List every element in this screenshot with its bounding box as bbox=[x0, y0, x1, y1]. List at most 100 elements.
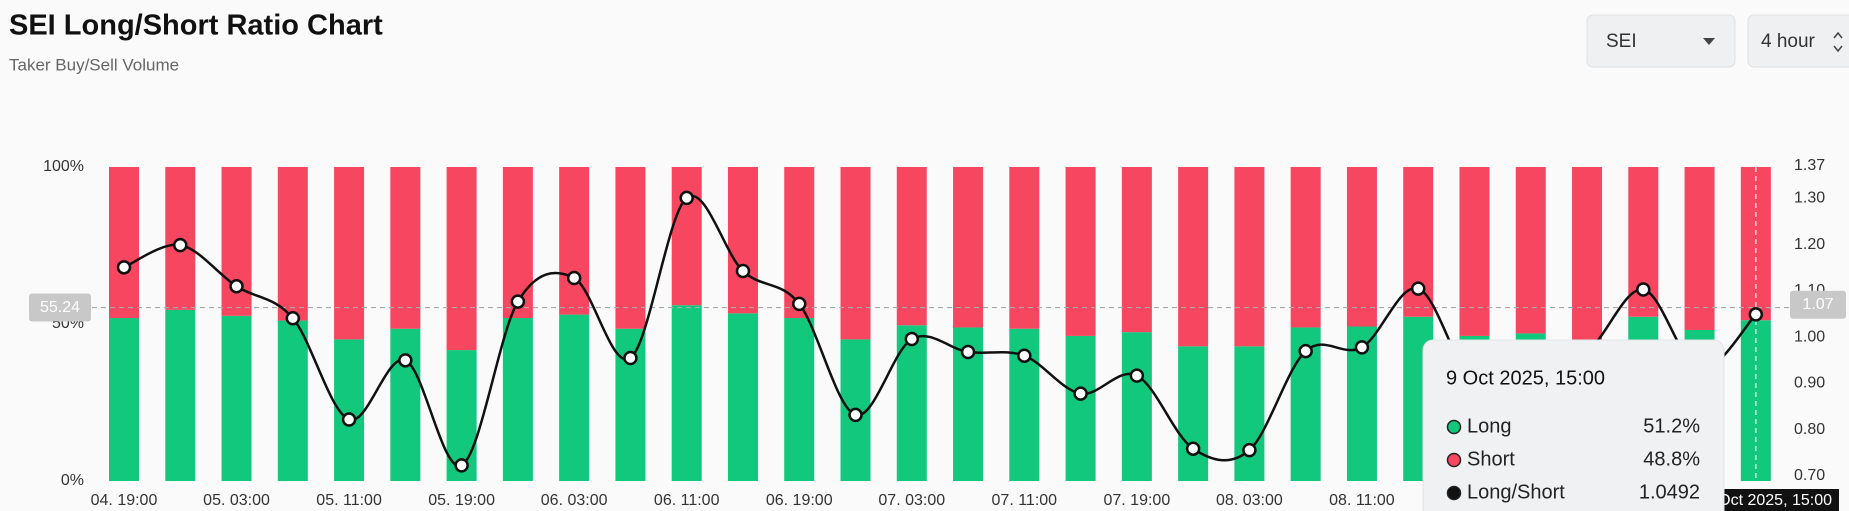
x-tick-label: 06. 19:00 bbox=[766, 492, 833, 509]
y2-tick-label: 1.37 bbox=[1794, 157, 1825, 174]
bar-segment bbox=[502, 318, 533, 481]
crosshair-x-badge bbox=[1722, 489, 1839, 511]
y2-tick-label: 0.80 bbox=[1794, 421, 1825, 438]
bar-segment bbox=[840, 167, 871, 340]
ratio-point bbox=[679, 190, 694, 206]
tooltip-box bbox=[1422, 339, 1725, 511]
chart-title: SEI Long/Short Ratio Chart bbox=[9, 10, 383, 42]
legend-label: Short bbox=[1467, 448, 1515, 470]
bar-segment bbox=[446, 167, 477, 351]
crosshair-x-label: 9 Oct 2025, 15:00 bbox=[1705, 492, 1832, 509]
ratio-point bbox=[341, 412, 357, 427]
bar-segment bbox=[671, 167, 702, 306]
bar-segment bbox=[1178, 167, 1209, 347]
tooltip: 9 Oct 2025, 15:00 Long 51.2% Short 48.8% Long… bbox=[1422, 339, 1725, 511]
ratio-point bbox=[1410, 281, 1426, 296]
x-tick-label: 06. 03:00 bbox=[541, 492, 608, 509]
y-tick-label: 0% bbox=[61, 472, 84, 489]
ratio-point bbox=[1017, 348, 1032, 363]
x-tick-label: 05. 11:00 bbox=[316, 492, 382, 509]
bar-segment bbox=[109, 167, 139, 319]
crosshair-y2-label: 1.07 bbox=[1802, 296, 1833, 313]
y2-tick-label: 1.00 bbox=[1794, 328, 1825, 345]
ratio-point bbox=[1242, 442, 1257, 458]
bar-segment bbox=[784, 167, 815, 319]
x-tick-label: 05. 19:00 bbox=[428, 492, 495, 509]
bar-segment bbox=[1009, 167, 1040, 329]
bar-segment bbox=[1234, 167, 1265, 347]
y2-tick-label: 0.90 bbox=[1794, 375, 1825, 392]
tooltip-value: 1.0492 bbox=[1639, 481, 1700, 503]
legend-swatch bbox=[1446, 485, 1462, 501]
x-tick-label: 07. 19:00 bbox=[1103, 492, 1170, 509]
ratio-point bbox=[1354, 340, 1370, 355]
ratio-point bbox=[1129, 368, 1145, 383]
bar-segment bbox=[1065, 167, 1096, 336]
spinner-icon bbox=[1833, 31, 1843, 53]
bar-segment bbox=[1515, 167, 1546, 334]
bar-segment bbox=[277, 320, 308, 481]
ratio-point bbox=[566, 270, 582, 286]
bar-segment bbox=[1234, 346, 1265, 481]
x-tick-label: 04. 19:00 bbox=[91, 492, 158, 509]
dropdown-arrow bbox=[1703, 38, 1715, 45]
y2-tick-label: 0.70 bbox=[1794, 467, 1825, 484]
bar-segment bbox=[502, 167, 533, 319]
ratio-point bbox=[735, 263, 751, 279]
bar-segment bbox=[727, 167, 758, 314]
tooltip-title: 9 Oct 2025, 15:00 bbox=[1446, 367, 1605, 389]
x-tick-label: 07. 11:00 bbox=[992, 492, 1058, 509]
bar-segment bbox=[221, 315, 252, 481]
x-tick-label: 07. 03:00 bbox=[878, 492, 945, 509]
bar-segment bbox=[1684, 167, 1715, 330]
bar-segment bbox=[390, 328, 421, 481]
bar-segment bbox=[727, 313, 758, 481]
bar-segment bbox=[1346, 167, 1377, 327]
x-tick-label: 06. 11:00 bbox=[654, 492, 720, 509]
ratio-point bbox=[960, 344, 976, 360]
interval-select[interactable]: 4 hour bbox=[1747, 14, 1849, 68]
x-tick-label: 08. 03:00 bbox=[1216, 492, 1283, 509]
x-tick-label: 08. 11:00 bbox=[1329, 492, 1395, 509]
bar-segment bbox=[559, 167, 590, 315]
x-tick-label: 05. 03:00 bbox=[203, 492, 270, 509]
y2-tick-label: 1.30 bbox=[1794, 190, 1825, 207]
select-box[interactable] bbox=[1747, 14, 1849, 68]
ratio-point bbox=[623, 350, 638, 366]
bar-segment bbox=[1290, 167, 1321, 328]
bar-segment bbox=[953, 167, 984, 328]
legend-label: Long/Short bbox=[1467, 481, 1565, 503]
crosshair-badge bbox=[1790, 290, 1846, 319]
tooltip-value: 51.2% bbox=[1643, 415, 1700, 437]
bar-segment bbox=[1121, 167, 1152, 333]
bar-segment bbox=[1178, 346, 1209, 481]
y2-tick-label: 1.20 bbox=[1794, 236, 1825, 253]
bar-segment bbox=[615, 167, 646, 329]
select-box[interactable] bbox=[1586, 14, 1736, 68]
bar-segment bbox=[1065, 335, 1096, 481]
ratio-point bbox=[848, 407, 863, 423]
bar-segment bbox=[165, 309, 196, 481]
bar-segment bbox=[1121, 332, 1152, 481]
bar-segment bbox=[109, 318, 139, 481]
chart-subtitle: Taker Buy/Sell Volume bbox=[9, 55, 179, 74]
ratio-point bbox=[1185, 441, 1201, 456]
ratio-point bbox=[1073, 386, 1088, 401]
bar-segment bbox=[559, 314, 590, 481]
symbol-select[interactable]: SEI bbox=[1586, 14, 1736, 68]
ratio-point bbox=[904, 331, 920, 347]
legend-swatch bbox=[1446, 419, 1462, 435]
legend-label: Long bbox=[1467, 415, 1512, 437]
ratio-point bbox=[1636, 282, 1651, 297]
legend-swatch bbox=[1446, 452, 1462, 468]
tooltip-value: 48.8% bbox=[1643, 448, 1700, 470]
ratio-point bbox=[1748, 307, 1764, 322]
bar-segment bbox=[896, 167, 927, 326]
ratio-point bbox=[1298, 343, 1313, 359]
bar-segment bbox=[1459, 167, 1490, 336]
select-value[interactable]: SEI bbox=[1606, 31, 1637, 52]
ratio-point bbox=[398, 353, 413, 368]
ratio-point bbox=[285, 310, 301, 326]
select-value[interactable]: 4 hour bbox=[1761, 31, 1816, 52]
